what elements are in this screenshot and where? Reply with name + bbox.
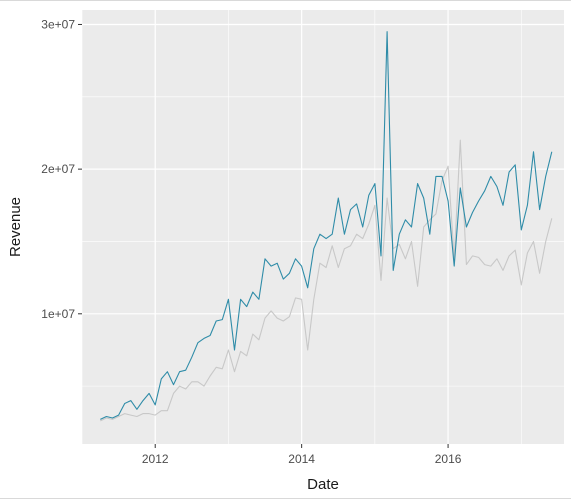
series-line-1	[100, 31, 553, 420]
x-tick-label: 2016	[435, 452, 462, 466]
grid-lines	[81, 10, 564, 444]
series-lines	[100, 31, 553, 422]
y-tick-label: 3e+07	[41, 17, 75, 31]
axes: 2012 2014 2016 1e+07 2e+07 3e+07	[41, 17, 461, 466]
series-line-2	[100, 139, 553, 422]
y-axis-title: Revenue	[7, 197, 24, 257]
x-tick-label: 2014	[288, 452, 315, 466]
y-tick-label: 1e+07	[41, 307, 75, 321]
plot-panel	[82, 10, 564, 444]
y-tick-label: 2e+07	[41, 162, 75, 176]
x-axis-title: Date	[307, 476, 339, 493]
top-divider	[0, 0, 571, 1]
x-tick-label: 2012	[142, 452, 169, 466]
